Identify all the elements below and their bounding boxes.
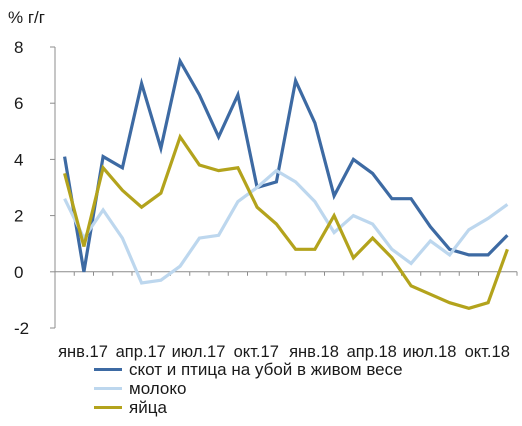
y-tick-label: 8 [14, 38, 23, 57]
x-tick-label: апр.17 [116, 343, 166, 361]
chart-series [63, 56, 509, 310]
x-tick-label: янв.18 [289, 343, 339, 361]
x-tick-label: июл.17 [172, 343, 226, 361]
legend-swatch [94, 387, 122, 390]
legend-label: скот и птица на убой в живом весе [129, 360, 403, 379]
legend-label: яйца [129, 398, 167, 417]
legend-swatch [94, 368, 122, 371]
legend-item: скот и птица на убой в живом весе [94, 360, 403, 379]
series-line-1 [63, 168, 509, 285]
y-tick-label: -2 [14, 319, 29, 338]
series-line-0 [63, 56, 509, 273]
y-tick-label: 0 [14, 263, 23, 282]
y-axis-unit-label: % г/г [8, 8, 45, 27]
y-tick-label: 4 [14, 150, 23, 169]
legend-item: молоко [94, 379, 403, 398]
chart-legend: скот и птица на убой в живом весе молоко я… [94, 360, 403, 417]
y-tick-label: 6 [14, 94, 23, 113]
y-tick-label: 2 [14, 207, 23, 226]
legend-swatch [94, 406, 122, 409]
x-tick-label: окт.18 [465, 343, 510, 361]
legend-item: яйца [94, 398, 403, 417]
chart-axes: -2 0 2 4 6 8 янв.17 апр.17 июл.17 окт.17 янв.18 апр… [14, 38, 518, 361]
x-tick-label: апр.18 [347, 343, 397, 361]
legend-label: молоко [129, 379, 187, 398]
x-tick-label: янв.17 [58, 343, 108, 361]
x-tick-label: окт.17 [234, 343, 279, 361]
series-line-2 [63, 133, 509, 310]
x-tick-label: июл.18 [403, 343, 457, 361]
